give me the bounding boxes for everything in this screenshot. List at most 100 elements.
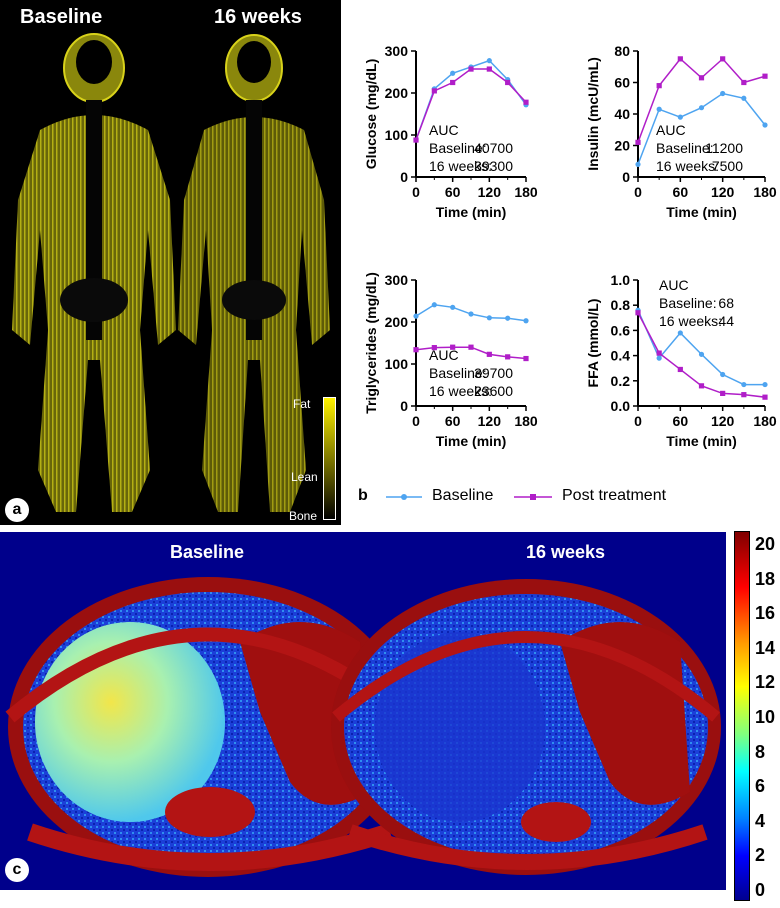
triglycerides-chart: 0 100 200 300 0 60 120 180 Time (min) Triglycerid… (363, 272, 538, 449)
data-point-post-treatment (741, 392, 747, 398)
data-point-baseline (741, 381, 747, 388)
data-point-post-treatment (450, 344, 456, 350)
auc-title: AUC (429, 347, 459, 363)
colorbar-tick-label: 2 (755, 845, 766, 866)
y-tick-label: 300 (385, 272, 409, 288)
data-point-post-treatment (698, 383, 705, 389)
y-tick-label: 200 (385, 314, 409, 330)
data-point-post-treatment (523, 355, 529, 362)
data-point-baseline (468, 311, 474, 317)
data-point-baseline (450, 70, 456, 76)
auc-title: AUC (656, 122, 686, 138)
panel-b-charts: 0 100 200 300 0 60 120 180 Time (min) Glucose (mg… (363, 43, 777, 449)
y-axis-label: FFA (mmol/L) (585, 299, 601, 388)
data-point-baseline (741, 95, 747, 101)
y-tick-label: 100 (385, 356, 409, 372)
y-tick-label: 0 (400, 398, 408, 414)
x-tick-label: 60 (445, 413, 461, 429)
x-tick-label: 120 (711, 413, 735, 429)
data-point-post-treatment (656, 350, 662, 356)
baseline-slice (5, 577, 411, 877)
legend-baseline-label: Baseline (432, 487, 494, 504)
data-point-baseline (505, 315, 511, 321)
y-tick-label: 300 (385, 43, 409, 59)
colorbar-tick-label: 10 (755, 707, 776, 727)
auc-row-value: 39300 (474, 158, 513, 174)
y-tick-label: 40 (614, 106, 630, 122)
auc-row-label: Baseline: (659, 295, 717, 311)
auc-row-value: 11200 (705, 140, 743, 156)
data-point-baseline (486, 58, 492, 64)
legend-baseline-marker (386, 494, 422, 500)
data-point-post-treatment (762, 73, 768, 79)
auc-row-label: 16 weeks: (659, 313, 722, 329)
y-tick-label: 0.4 (611, 348, 631, 364)
x-axis-label: Time (min) (436, 433, 507, 449)
auc-row-value: 68 (718, 295, 734, 311)
auc-row-value: 44 (718, 313, 734, 329)
colorbar-tick-label: 18 (755, 568, 776, 589)
data-point-baseline (413, 313, 419, 319)
y-tick-label: 0 (400, 169, 408, 185)
week16-body-scan (178, 34, 330, 512)
auc-title: AUC (429, 122, 459, 138)
panel-label-c: c (5, 858, 29, 882)
data-point-baseline (698, 351, 705, 357)
y-tick-label: 60 (614, 75, 630, 91)
x-tick-label: 180 (514, 184, 538, 200)
data-point-baseline (677, 114, 683, 120)
data-point-post-treatment (523, 99, 529, 105)
y-axis-label: Glucose (mg/dL) (363, 59, 379, 169)
data-point-baseline (450, 304, 456, 310)
data-point-post-treatment (720, 390, 726, 396)
body-scan-figures (12, 33, 330, 512)
data-point-post-treatment (677, 56, 683, 62)
colorbar-label-fat: Fat (293, 397, 311, 411)
auc-row-label: 16 weeks: (429, 383, 492, 399)
y-tick-label: 0.6 (611, 322, 631, 338)
data-point-post-treatment (486, 66, 492, 72)
colorbar-tick-label: 14 (755, 637, 776, 658)
auc-row-label: Baseline: (429, 365, 487, 381)
data-point-post-treatment (486, 351, 492, 357)
colorbar-label-bone: Bone (289, 509, 318, 523)
data-point-post-treatment (720, 56, 726, 62)
panel-a-title-16-weeks: 16 weeks (214, 6, 302, 28)
abdominal-mri-slices (5, 577, 721, 877)
y-tick-label: 1.0 (611, 272, 631, 288)
insulin-chart: 0 20 40 60 80 0 60 120 180 Time (min) Insulin (mcU… (585, 43, 777, 220)
y-tick-label: 0.2 (611, 373, 631, 389)
data-point-post-treatment (698, 75, 705, 81)
panel-a-title-baseline: Baseline (20, 6, 103, 28)
week16-slice (331, 579, 721, 875)
data-point-post-treatment (468, 344, 474, 350)
colorbar-tick-label: 16 (755, 603, 776, 624)
fat-lean-colorbar (323, 397, 336, 520)
y-tick-label: 0.0 (611, 398, 631, 414)
data-point-post-treatment (656, 83, 662, 89)
y-tick-label: 0 (622, 169, 630, 185)
data-point-post-treatment (413, 347, 419, 353)
x-tick-label: 0 (634, 184, 642, 200)
data-point-baseline (762, 122, 768, 128)
y-tick-label: 0.8 (611, 297, 631, 313)
colorbar-tick-label: 8 (755, 741, 766, 762)
legend-post-marker (514, 494, 552, 500)
x-tick-label: 120 (711, 184, 735, 200)
x-tick-label: 120 (478, 413, 502, 429)
auc-row-label: Baseline: (656, 140, 714, 156)
data-point-baseline (698, 105, 705, 111)
x-tick-label: 60 (673, 184, 689, 200)
x-tick-label: 60 (445, 184, 461, 200)
data-point-post-treatment (431, 88, 437, 94)
data-point-baseline (720, 90, 726, 97)
y-tick-label: 80 (614, 43, 630, 59)
x-axis-label: Time (min) (666, 204, 737, 220)
y-axis-label: Triglycerides (mg/dL) (363, 272, 379, 414)
colorbar-tick-label: 4 (755, 810, 766, 831)
auc-row-value: 39700 (474, 365, 513, 381)
data-point-post-treatment (450, 79, 456, 86)
data-point-post-treatment (468, 66, 474, 72)
data-point-post-treatment (413, 137, 419, 143)
ffa-chart: 0.0 0.2 0.4 0.6 0.8 1.0 0 60 120 180 Time (min) FFA… (585, 272, 777, 449)
